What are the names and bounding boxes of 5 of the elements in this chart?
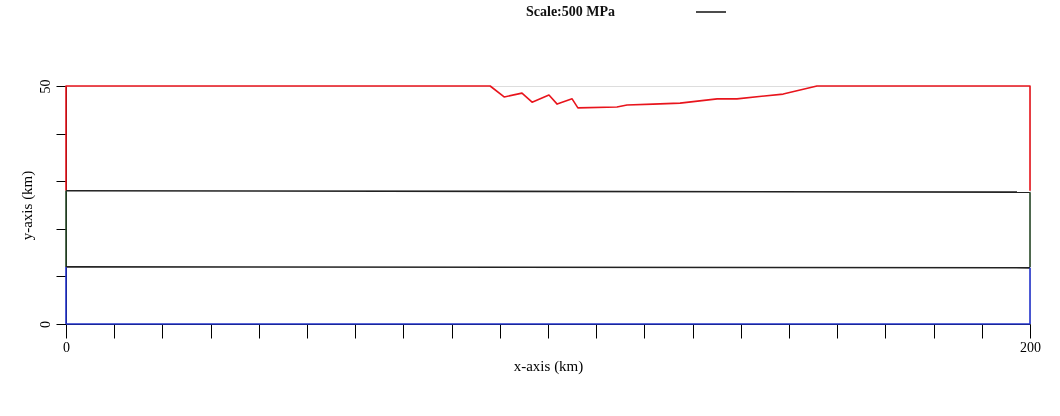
y-axis-title: y-axis (km) — [18, 170, 36, 241]
text: Scale:500 MPa — [526, 4, 616, 19]
x-axis-title: x-axis (km) — [513, 357, 584, 375]
y-tick-label: 50 — [37, 79, 53, 94]
x-tick-label: 200 — [1020, 339, 1041, 355]
